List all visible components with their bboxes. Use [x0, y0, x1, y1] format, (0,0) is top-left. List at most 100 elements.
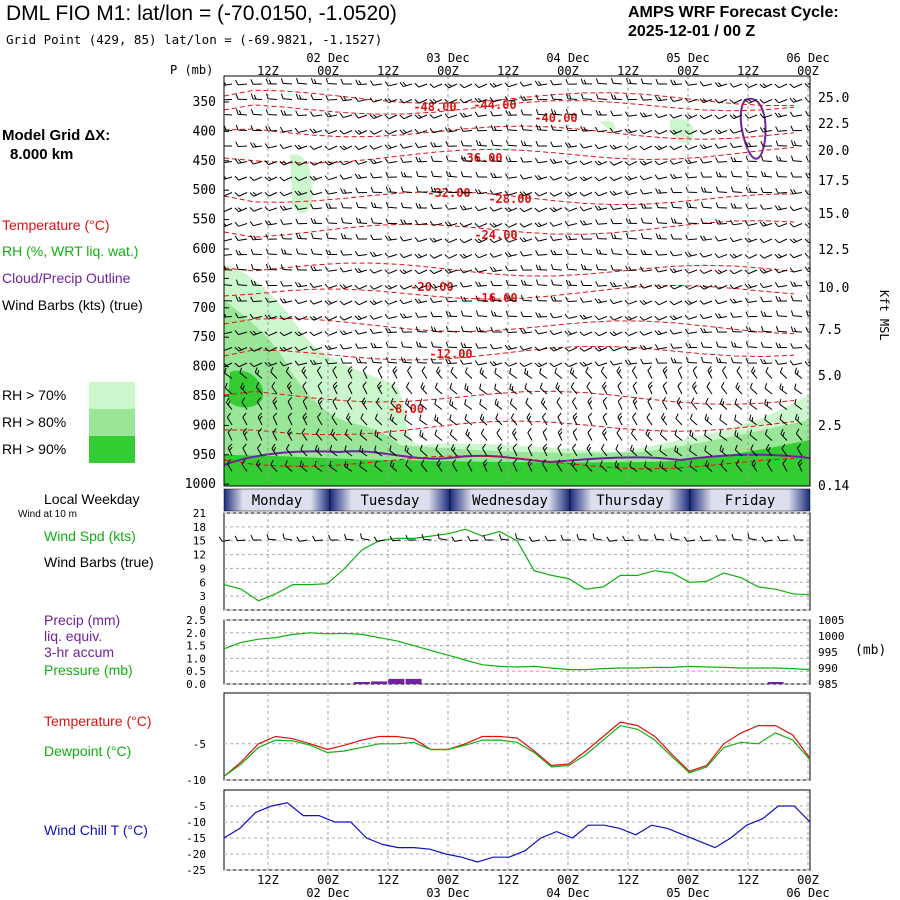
wind-barb [475, 125, 488, 132]
wind-barb [355, 202, 368, 209]
wind-barb [414, 114, 428, 120]
wind-barb [760, 325, 773, 333]
surface-wind-barb [761, 536, 773, 542]
wind-barb [489, 343, 503, 350]
wind-barb [474, 83, 488, 89]
wind-barb [249, 313, 263, 319]
wind-barb [520, 140, 533, 147]
wind-barb [595, 93, 608, 100]
wind-barb [735, 459, 743, 472]
wind-barb [662, 397, 668, 410]
wind-barb [760, 171, 773, 178]
wind-barb [715, 171, 728, 178]
wind-chill-panel [223, 789, 811, 871]
wind-barb [684, 114, 698, 120]
wind-barb [640, 249, 653, 256]
wind-barb [399, 114, 413, 120]
wind-barb [310, 232, 323, 240]
wind-barb [774, 253, 788, 259]
wind-speed-tick: 15 [193, 535, 206, 548]
legend-rh70: RH > 70% [2, 387, 67, 403]
wind-barb [250, 108, 263, 116]
wind-barb [339, 284, 353, 290]
wind-barb [512, 459, 518, 472]
wind-barb [241, 459, 248, 472]
wind-barb [369, 159, 383, 165]
wind-barb [670, 187, 683, 194]
wind-barb [670, 79, 683, 86]
wind-barb [414, 253, 428, 259]
wind-barb [625, 94, 638, 101]
wind-barb [700, 186, 713, 193]
wind-barb [340, 250, 353, 256]
wind-barb [789, 206, 803, 212]
wind-barb [271, 381, 278, 395]
wind-barb [444, 83, 458, 89]
wind-barb [520, 95, 533, 101]
wind-barb [640, 217, 653, 224]
wind-barb [240, 382, 248, 395]
wind-barb [579, 176, 593, 182]
wind-barb [480, 428, 488, 441]
wind-barb [699, 81, 713, 87]
wind-barb [585, 459, 593, 472]
surface-wind-barb [793, 534, 804, 541]
wind-barb [602, 397, 608, 410]
wind-barb [324, 300, 338, 306]
surface-wind-barb [373, 536, 386, 542]
wind-barb [390, 397, 398, 410]
wind-barb [339, 316, 353, 321]
wind-barb [474, 360, 488, 366]
wind-barb [556, 397, 563, 410]
wind-barb [719, 429, 728, 441]
wind-barb [759, 83, 773, 89]
wind-barb [669, 96, 683, 102]
wind-barb [775, 171, 788, 178]
wind-barb [629, 444, 638, 457]
wind-barb [264, 143, 278, 149]
wind-barb [535, 109, 548, 116]
wind-barb [250, 263, 263, 271]
wind-barb [399, 82, 413, 88]
height-tick: 12.5 [818, 243, 849, 258]
precip-tick: 1.5 [186, 640, 206, 653]
wind-barb [264, 192, 278, 197]
wind-barb [519, 81, 533, 87]
isotherm-label: -28.00 [488, 192, 531, 206]
wind-barb [489, 189, 503, 195]
wind-barb [489, 82, 503, 88]
wind-barb [235, 124, 248, 131]
wind-barb [729, 142, 743, 148]
wind-barb [415, 156, 428, 163]
wind-barb [569, 367, 578, 379]
wind-barb [340, 233, 353, 240]
wind-barb [595, 264, 608, 271]
legend-rh: RH (%, WRT liq. wat.) [2, 243, 139, 259]
wind-barb [339, 300, 353, 306]
bottom-time-tick: 00Z [317, 873, 339, 887]
wind-barb [624, 315, 638, 321]
wind-barb [759, 99, 773, 104]
wind-barb [684, 251, 698, 257]
wind-barb [610, 233, 623, 240]
wind-speed-tick: 21 [193, 507, 206, 520]
wind-barb [475, 343, 488, 349]
wind-barb [795, 428, 803, 441]
wind-barb [234, 158, 248, 164]
wind-barb [684, 130, 698, 135]
bottom-time-tick: 12Z [257, 873, 279, 887]
wind-barb [729, 237, 743, 243]
wind-barb [655, 202, 668, 209]
wind-barb [669, 159, 683, 165]
legend-wind: Wind Barbs (kts) (true) [2, 297, 143, 313]
wind-barb [535, 295, 548, 302]
wind-barb [399, 285, 413, 290]
wind-barb [430, 186, 443, 193]
wind-barb [374, 413, 383, 426]
wind-barb [339, 129, 353, 135]
wind-barb [509, 367, 518, 379]
surface-wind-barb [234, 535, 246, 542]
wind-barb [527, 428, 533, 441]
wind-barb [235, 93, 248, 100]
wind-barb [339, 344, 353, 350]
